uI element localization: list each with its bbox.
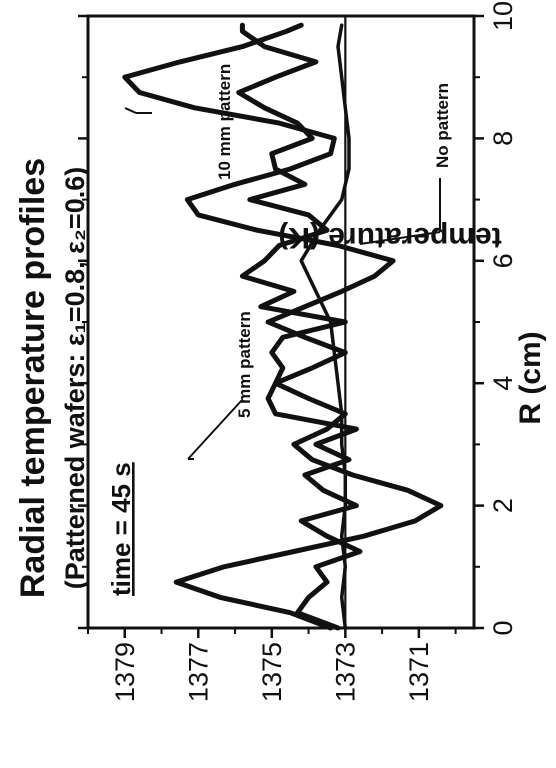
- plot-area: 0 2 4 6 8 10 1371 1373 1375 1377 1379 5 mm pattern 1…: [78, 1, 518, 702]
- series-5mm-pattern-line: [236, 22, 363, 631]
- chart-title: Radial temperature profiles: [14, 158, 52, 598]
- x-tick-label: 10: [488, 1, 518, 31]
- series-no-pattern-line: [299, 23, 351, 630]
- y-tick-label: 1371: [404, 642, 434, 702]
- label-no-pattern: No pattern: [433, 83, 452, 168]
- series-10mm-pattern-line: [122, 22, 444, 631]
- time-label: time = 45 s: [106, 462, 136, 596]
- y-tick-label: 1377: [183, 642, 213, 702]
- leader-5mm-b: [187, 399, 243, 460]
- label-10mm-pattern: 10 mm pattern: [215, 64, 234, 180]
- x-tick-label: 8: [488, 131, 518, 146]
- y-tick-label: 1373: [330, 642, 360, 702]
- plot-frame: [86, 14, 476, 630]
- x-tick-label: 2: [488, 498, 518, 513]
- x-tick-label: 0: [488, 620, 518, 635]
- leader-no-pattern-c: [359, 231, 441, 245]
- leader-10mm-b: [124, 107, 137, 114]
- x-tick-label: 4: [488, 376, 518, 391]
- label-5mm-pattern: 5 mm pattern: [235, 311, 254, 418]
- y-tick-label: 1375: [257, 642, 287, 702]
- x-axis-label: R (cm): [514, 331, 547, 424]
- x-tick-label: 6: [488, 253, 518, 268]
- chart-subtitle: (Patterned wafers: ε₁=0.8, ε₂=0.6): [60, 167, 90, 589]
- y-tick-label: 1379: [110, 642, 140, 702]
